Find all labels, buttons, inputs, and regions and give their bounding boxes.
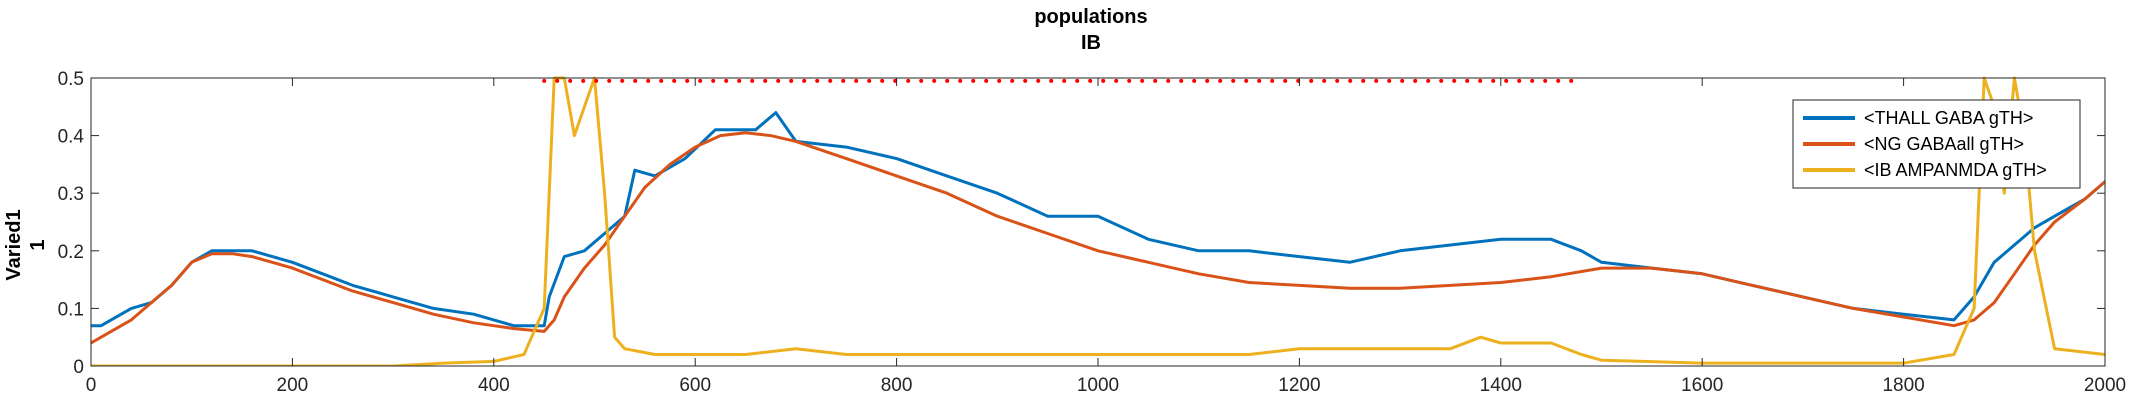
x-tick-label: 1600 <box>1681 375 1723 396</box>
series-line-2 <box>91 131 2105 345</box>
axes: 0 200 400 600 800 1000 1200 1400 1600 1800 2000 0 0.… <box>58 69 2127 396</box>
y-axis-label-line1: Varied1 <box>3 209 25 280</box>
y-tick-label: 0.1 <box>58 299 84 320</box>
y-tick-label: 0.5 <box>58 69 84 90</box>
y-tick-label: 0.4 <box>58 127 85 148</box>
x-tick-label: 800 <box>881 375 913 396</box>
chart-title-line1: populations <box>1034 6 1147 28</box>
legend-label: <IB AMPANMDA gTH> <box>1864 160 2047 180</box>
x-tick-label: 1400 <box>1480 375 1522 396</box>
y-axis-label-line2: 1 <box>27 239 49 250</box>
x-tick-label: 400 <box>478 375 510 396</box>
x-tick-label: 0 <box>86 375 97 396</box>
chart-title-line2: IB <box>1081 32 1101 54</box>
x-tick-label: 600 <box>679 375 711 396</box>
legend-label: <THALL GABA gTH> <box>1864 108 2033 128</box>
y-tick-label: 0.2 <box>58 242 84 263</box>
x-tick-label: 200 <box>277 375 309 396</box>
x-tick-label: 1200 <box>1278 375 1320 396</box>
x-tick-label: 1000 <box>1077 375 1119 396</box>
y-tick-label: 0.3 <box>58 184 84 205</box>
y-axis-label: Varied1 1 <box>3 209 49 280</box>
x-tick-label: 1800 <box>1882 375 1924 396</box>
x-tick-label: 2000 <box>2084 375 2126 396</box>
legend-label: <NG GABAall gTH> <box>1864 134 2024 154</box>
y-tick-label: 0 <box>73 357 84 378</box>
legend: <THALL GABA gTH> <NG GABAall gTH> <IB AMPA… <box>1792 99 2081 189</box>
